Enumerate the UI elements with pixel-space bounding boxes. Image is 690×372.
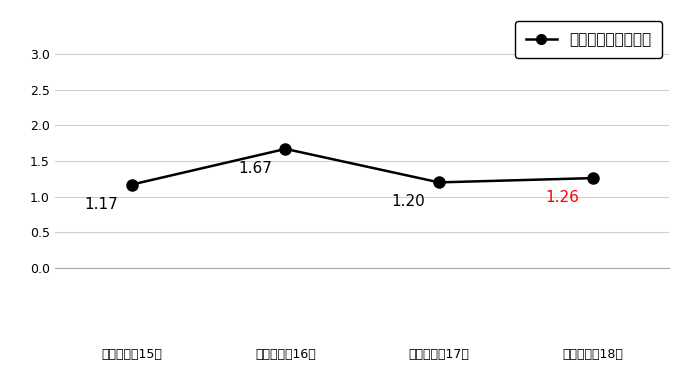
Text: 1.17: 1.17 bbox=[84, 197, 118, 212]
Legend: 本県（政令市含む）: 本県（政令市含む） bbox=[515, 21, 662, 58]
Text: 令和５年第18週: 令和５年第18週 bbox=[562, 347, 623, 360]
Text: 令和５年第16週: 令和５年第16週 bbox=[255, 347, 316, 360]
Text: 1.67: 1.67 bbox=[238, 161, 272, 176]
Text: 1.26: 1.26 bbox=[545, 190, 579, 205]
Text: 令和５年第15週: 令和５年第15週 bbox=[101, 347, 162, 360]
Text: 令和５年第17週: 令和５年第17週 bbox=[408, 347, 469, 360]
Text: 1.20: 1.20 bbox=[391, 195, 425, 209]
